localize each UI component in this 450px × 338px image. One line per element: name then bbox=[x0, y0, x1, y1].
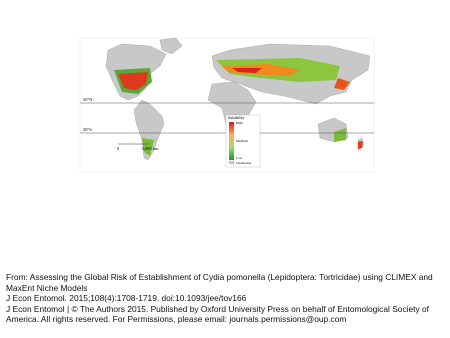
legend-label: High bbox=[236, 121, 243, 125]
legend-label: Unsuitable bbox=[236, 161, 252, 165]
legend-label: Medium bbox=[236, 139, 248, 143]
latitude-label: 30°S bbox=[83, 127, 92, 132]
legend-gradient bbox=[229, 122, 234, 160]
suitability-area bbox=[334, 78, 350, 90]
suitability-overlay bbox=[114, 58, 363, 156]
suitability-area bbox=[358, 141, 363, 149]
legend-unsuitable bbox=[228, 160, 235, 165]
scale-label: 3,000 km bbox=[141, 146, 159, 152]
latitude-label: 30°N bbox=[83, 97, 93, 102]
caption-title: From: Assessing the Global Risk of Estab… bbox=[6, 272, 433, 293]
legend-title: Suitability bbox=[228, 115, 245, 120]
legend-label: Low bbox=[236, 156, 243, 160]
map-figure: 30°N 30°S 0 3,000 km Suitability High Me… bbox=[79, 37, 375, 173]
suitability-area bbox=[118, 72, 148, 90]
suitability-area bbox=[232, 68, 262, 73]
suitability-area bbox=[222, 64, 300, 76]
caption-citation: J Econ Entomol. 2015;108(4):1708-1719. d… bbox=[6, 293, 247, 304]
caption: From: Assessing the Global Risk of Estab… bbox=[6, 272, 446, 325]
suitability-area bbox=[142, 138, 154, 156]
suitability-area bbox=[334, 128, 346, 142]
caption-copyright: J Econ Entomol | © The Authors 2015. Pub… bbox=[6, 303, 429, 325]
scale-label: 0 bbox=[117, 146, 120, 151]
